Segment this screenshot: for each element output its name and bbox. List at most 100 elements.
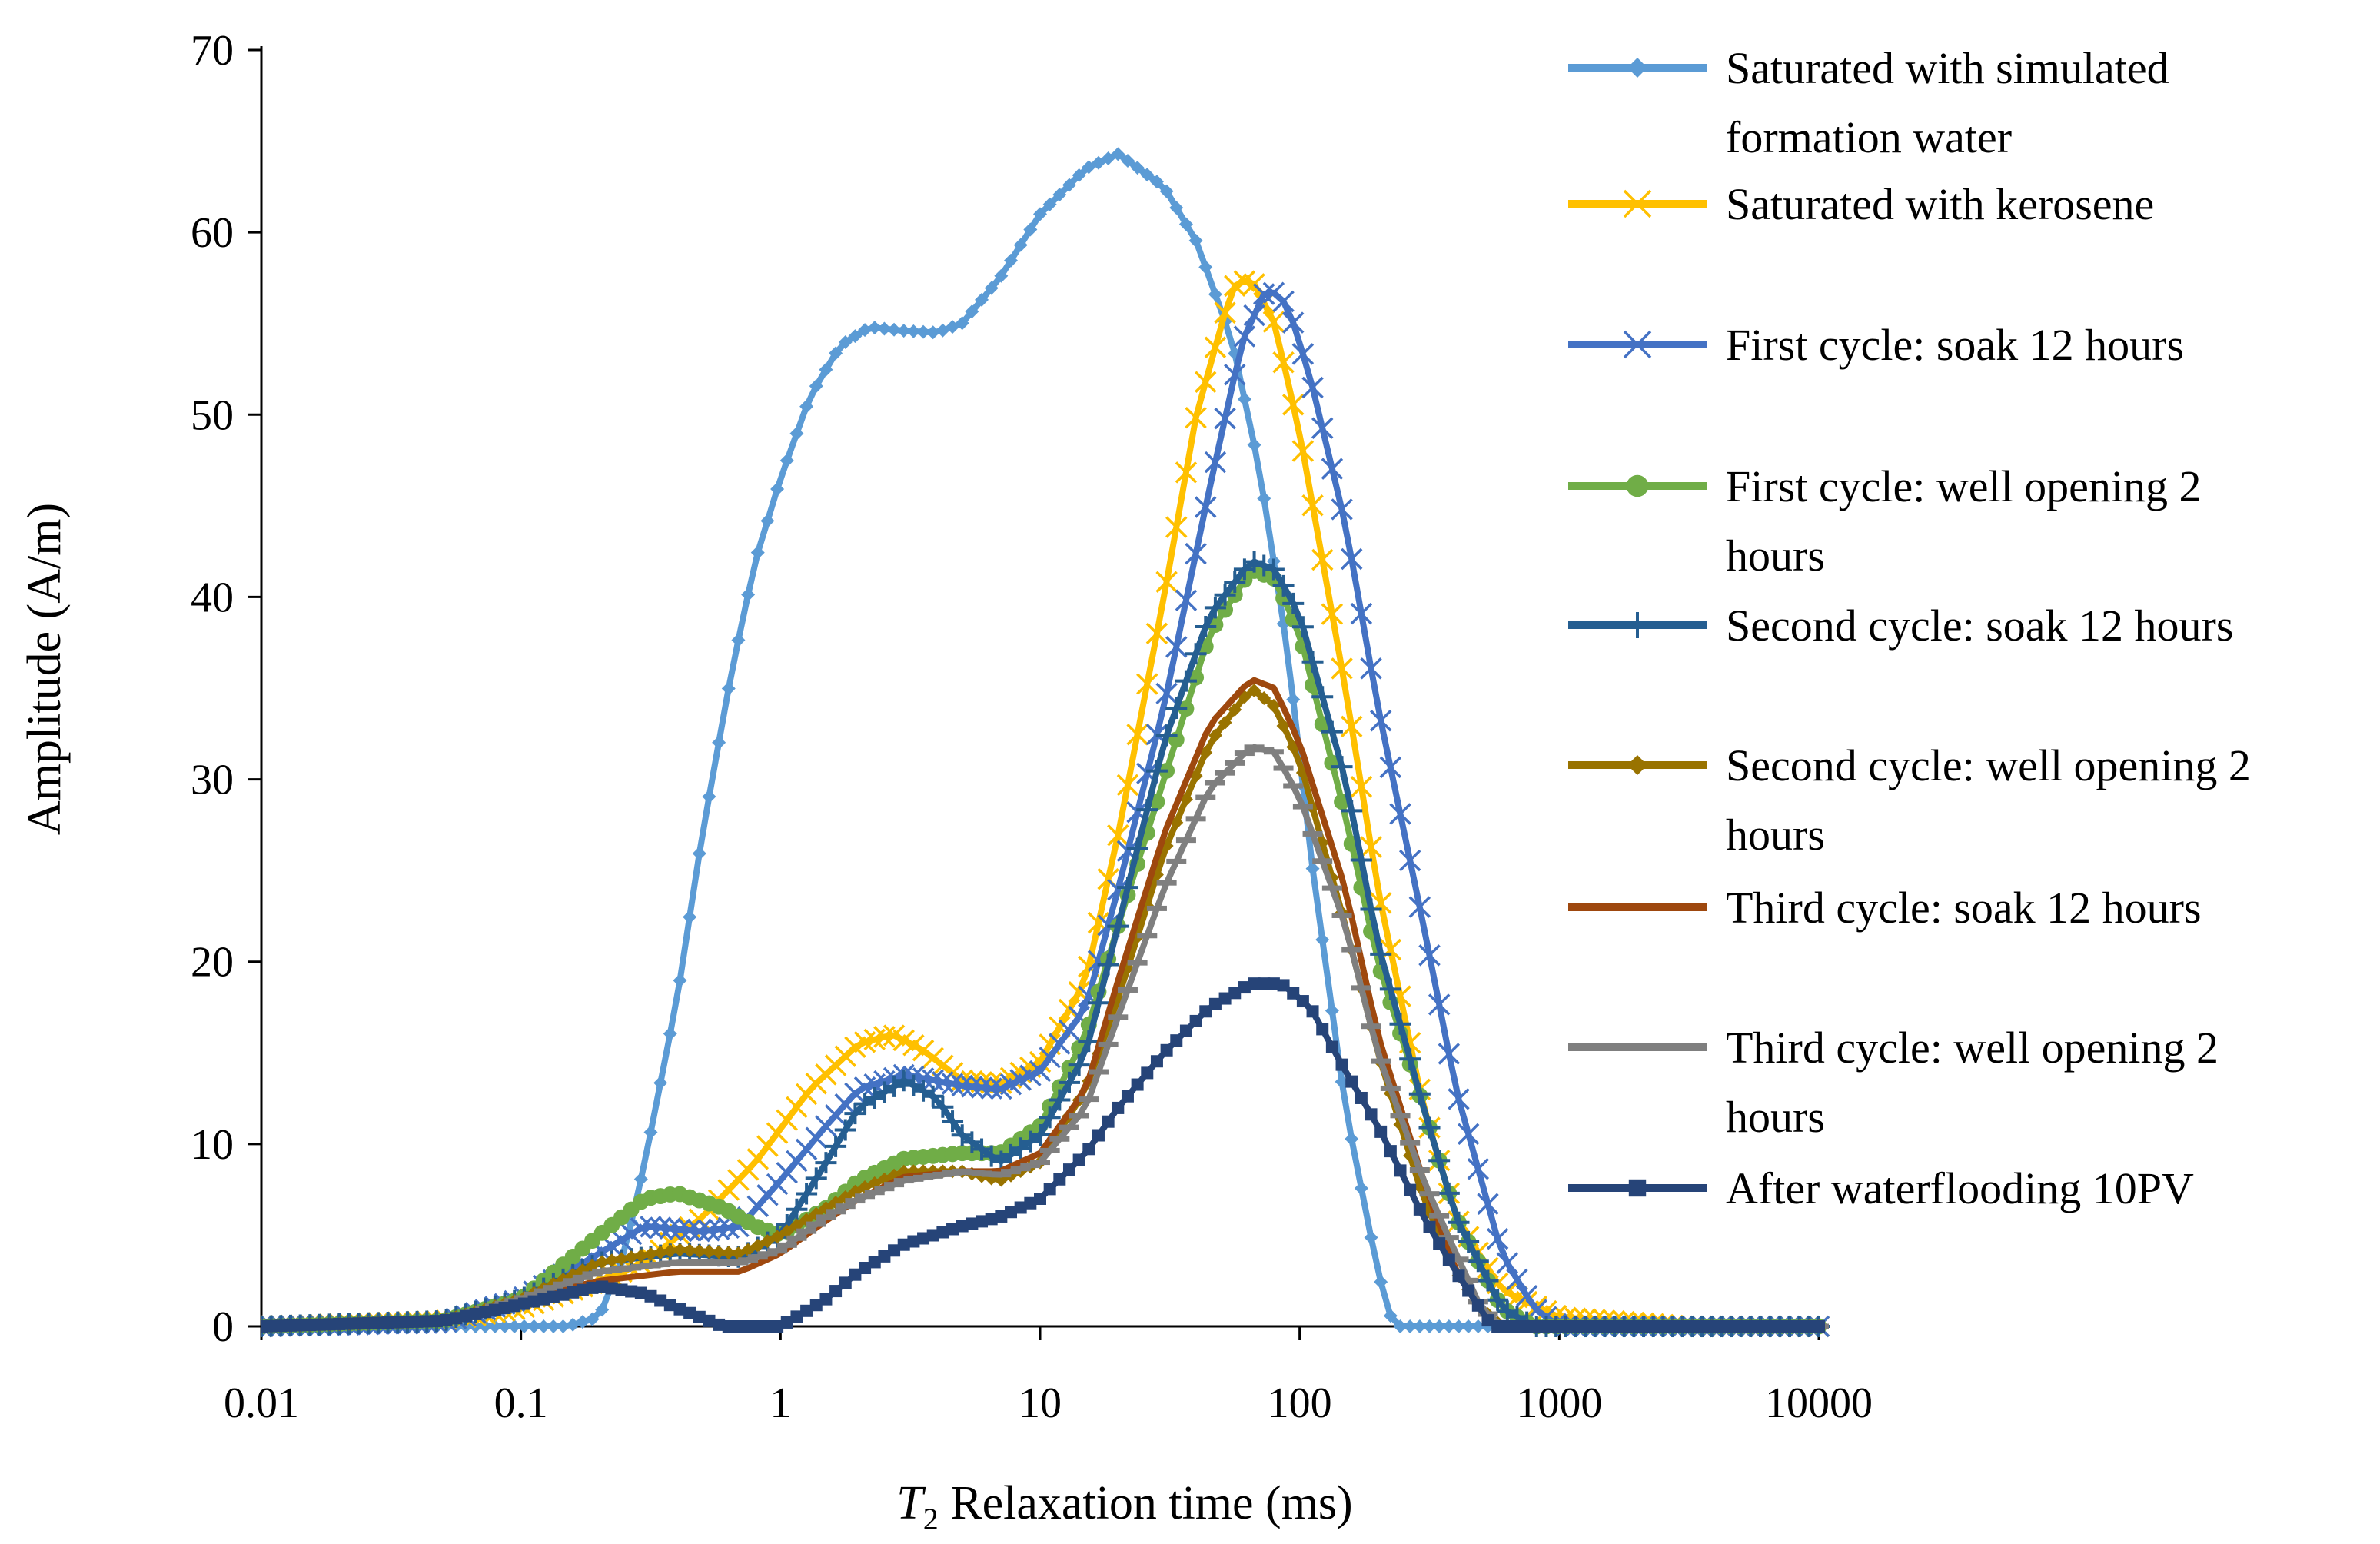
- legend-label: Second cycle: well opening 2: [1726, 740, 2251, 790]
- data-point: [1214, 301, 1236, 324]
- data-point: [845, 1198, 866, 1204]
- data-point: [864, 1190, 885, 1196]
- data-point: [1394, 1164, 1407, 1177]
- data-point: [1146, 905, 1167, 911]
- data-point: [1170, 1034, 1183, 1047]
- data-point: [508, 1299, 521, 1313]
- data-point: [1195, 615, 1217, 637]
- data-point: [1302, 830, 1323, 837]
- y-tick-label: 70: [191, 27, 234, 75]
- data-point: [1428, 993, 1451, 1016]
- data-point: [712, 735, 726, 750]
- data-point: [430, 1315, 443, 1328]
- data-point: [1550, 1320, 1563, 1333]
- data-point: [294, 1319, 307, 1332]
- legend-label: First cycle: soak 12 hours: [1726, 320, 2184, 370]
- legend-label: hours: [1726, 531, 1825, 581]
- data-point: [1360, 836, 1382, 858]
- data-point: [956, 1220, 969, 1233]
- data-point: [1062, 178, 1076, 192]
- data-point: [659, 1217, 682, 1240]
- legend-label: Second cycle: soak 12 hours: [1726, 601, 2233, 651]
- data-point: [1117, 987, 1138, 993]
- data-point: [1321, 603, 1344, 625]
- data-point: [1195, 794, 1216, 800]
- data-point: [1725, 1320, 1738, 1333]
- data-point: [673, 973, 687, 988]
- data-point: [1291, 616, 1314, 638]
- data-point: [586, 1281, 599, 1294]
- data-point: [1092, 1129, 1105, 1142]
- data-point: [498, 1301, 511, 1314]
- data-point: [747, 1254, 768, 1260]
- data-point: [1029, 1124, 1051, 1146]
- data-point: [1477, 1193, 1499, 1215]
- data-point: [1023, 222, 1038, 237]
- data-point: [362, 1316, 375, 1329]
- data-point: [1442, 1253, 1455, 1266]
- data-point: [1331, 657, 1353, 680]
- data-point: [1398, 849, 1421, 872]
- data-point: [1069, 1113, 1089, 1119]
- data-point: [1491, 1320, 1504, 1333]
- data-point: [838, 335, 853, 350]
- data-point: [786, 1235, 807, 1241]
- data-point: [1140, 168, 1155, 182]
- data-point: [761, 1320, 774, 1333]
- data-point: [1049, 1136, 1070, 1142]
- data-point: [1389, 803, 1411, 825]
- axes: 0 10 20 30 40 50 60 70 0.01 0.1 1 10 100 1000 10000: [191, 27, 1873, 1427]
- data-point: [1150, 1055, 1163, 1068]
- data-point: [1208, 997, 1222, 1010]
- data-point: [1218, 992, 1232, 1005]
- data-point: [994, 268, 1009, 283]
- data-point: [313, 1318, 326, 1331]
- data-point: [1262, 558, 1285, 581]
- data-point: [450, 1312, 463, 1325]
- data-point: [1058, 1071, 1080, 1093]
- data-point: [932, 1096, 954, 1118]
- legend-label: hours: [1726, 1092, 1825, 1142]
- data-point: [649, 1216, 672, 1239]
- y-tick-label: 20: [191, 939, 234, 987]
- series-layer: [261, 147, 1830, 1338]
- data-point: [1350, 775, 1373, 798]
- data-point: [786, 1096, 808, 1119]
- data-point: [1763, 1320, 1777, 1333]
- data-point: [976, 1215, 989, 1228]
- data-point: [912, 1039, 935, 1062]
- data-point: [779, 1224, 794, 1239]
- data-point: [517, 1297, 530, 1310]
- data-point: [1441, 1319, 1456, 1333]
- data-point: [1451, 1319, 1466, 1333]
- data-point: [1199, 1005, 1212, 1018]
- data-point: [1311, 548, 1334, 571]
- data-point: [1374, 1275, 1388, 1289]
- data-point: [713, 1318, 726, 1331]
- data-point: [1412, 1319, 1427, 1333]
- data-point: [1149, 175, 1164, 189]
- data-point: [1369, 710, 1392, 732]
- data-point: [1579, 1320, 1592, 1333]
- data-point: [1501, 1320, 1514, 1333]
- data-point: [1311, 686, 1334, 708]
- data-point: [1608, 1320, 1621, 1333]
- data-point: [1399, 1048, 1421, 1070]
- data-point: [1301, 651, 1324, 673]
- data-point: [1262, 311, 1285, 333]
- data-point: [1628, 1179, 1647, 1197]
- data-point: [1266, 698, 1281, 713]
- data-point: [1049, 1089, 1071, 1111]
- data-point: [849, 1268, 862, 1281]
- data-point: [1331, 756, 1353, 778]
- legend-item-3: First cycle: soak 12 hours: [1568, 320, 2184, 370]
- x-tick-label: 10: [1019, 1379, 1062, 1427]
- data-point: [576, 1283, 589, 1296]
- data-point: [1360, 657, 1382, 680]
- x-tick-label: 1000: [1516, 1379, 1602, 1427]
- data-point: [1247, 438, 1261, 452]
- data-point: [760, 1234, 775, 1249]
- data-point: [1178, 217, 1193, 231]
- data-point: [1432, 1319, 1447, 1333]
- data-point: [1107, 915, 1129, 937]
